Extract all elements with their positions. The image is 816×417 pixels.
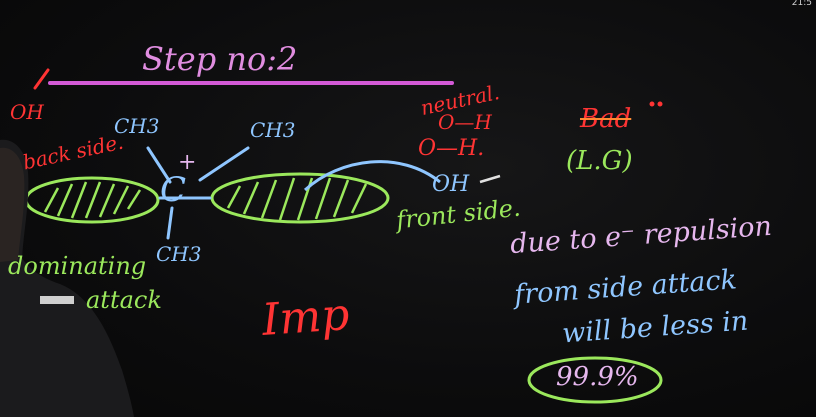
positive-charge: + <box>178 150 197 175</box>
oh-front-label: OH <box>432 172 470 197</box>
bad-dots <box>649 101 663 107</box>
imp-label: Imp <box>260 289 351 346</box>
left-oh-label: OH <box>10 100 44 124</box>
left-lobe-hatching <box>43 181 142 219</box>
ch3-bottom: CH3 <box>156 242 202 266</box>
right-lobe <box>210 172 390 224</box>
heading: Step no:2 <box>142 40 298 78</box>
percent-value: 99.9% <box>556 362 639 392</box>
corner-counter: 21:5 <box>791 0 812 8</box>
carbon-atom: C <box>160 170 187 210</box>
ch3-top-left: CH3 <box>114 114 160 138</box>
red-tick-mark <box>33 68 50 90</box>
dominating-label: dominating <box>8 252 147 280</box>
o-h-bond-1: O—H <box>438 110 492 134</box>
carbon-bonds <box>146 146 250 240</box>
attack-curve <box>303 160 441 192</box>
ch3-top-right: CH3 <box>250 118 296 142</box>
leaving-group-label: (L.G) <box>566 146 633 176</box>
right-lobe-hatching <box>226 177 368 221</box>
attack-label: attack <box>86 286 162 314</box>
o-h-bond-2: O—H. <box>418 136 485 161</box>
bad-label: Bad <box>580 104 632 134</box>
percent-circle <box>527 356 663 404</box>
oh-dash <box>479 174 501 184</box>
